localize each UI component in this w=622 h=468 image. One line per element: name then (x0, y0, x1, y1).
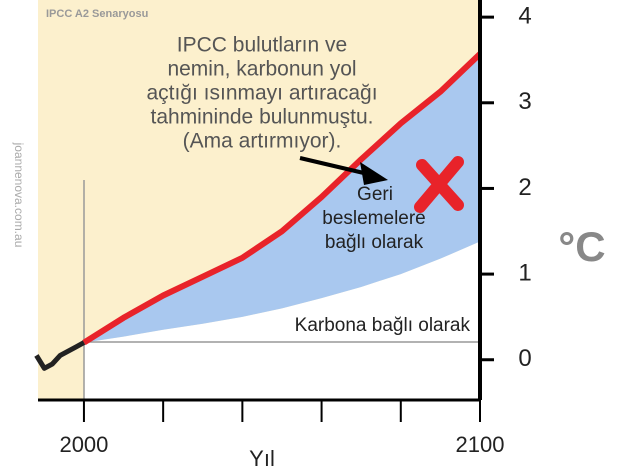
y-tick-label: 4 (518, 2, 531, 29)
series-label: Karbona bağlı olarak (295, 315, 471, 336)
y-axis-label: °C (558, 223, 605, 270)
cross-icon (414, 156, 464, 213)
annotation: tahmininde bulunmuştu. (151, 106, 374, 129)
y-tick-label: 0 (518, 345, 531, 372)
x-tick-label: 2100 (456, 432, 505, 457)
x-tick-label: 2000 (59, 432, 108, 457)
arrow (299, 156, 369, 176)
x-axis-label: Yıl (249, 446, 275, 468)
uncertainty-area (83, 53, 480, 343)
annotation: açtığı ısınmayı artıracağı (146, 82, 377, 105)
annotation: nemin, karbonun yol (167, 58, 356, 81)
y-tick-label: 3 (518, 88, 531, 115)
series-label: Geri beslemelere bağlı olarak (322, 184, 426, 253)
carbon-region (83, 241, 480, 400)
annotation: (Ama artırmıyor). (183, 130, 342, 153)
y-tick-label: 1 (518, 259, 531, 286)
arrow-head (360, 162, 388, 185)
history-line (34, 340, 86, 371)
y-tick-label: 2 (518, 174, 531, 201)
source: joannenova.com.au (12, 142, 26, 248)
feedback-line (82, 51, 483, 346)
chart-title: IPCC A2 Senaryosu (46, 8, 148, 20)
annotation: IPCC bulutların ve (177, 34, 347, 57)
